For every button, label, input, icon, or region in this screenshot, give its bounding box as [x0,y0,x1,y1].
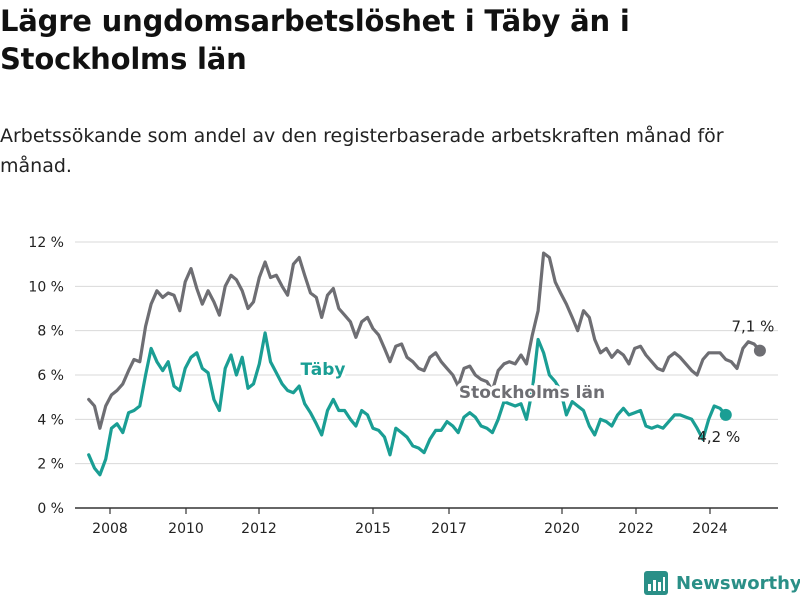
brand-name: Newsworthy [676,572,800,594]
series-line [87,251,762,430]
x-tick-label: 2017 [431,521,467,537]
series-label: Stockholms län [459,383,605,403]
x-tick-label: 2022 [618,521,654,537]
series-end-marker [753,344,766,357]
series-end-label: 4,2 % [697,428,740,446]
x-tick-label: 2024 [692,521,728,537]
newsworthy-brand[interactable]: Newsworthy [644,568,800,598]
series-end-label: 7,1 % [731,318,774,336]
x-tick-label: 2020 [544,521,580,537]
y-tick-label: 4 % [37,412,64,428]
y-tick-label: 10 % [28,279,64,295]
x-tick-label: 2015 [355,521,391,537]
y-tick-label: 12 % [28,235,64,251]
y-tick-label: 2 % [37,457,64,473]
chart-title: Lägre ungdomsarbetslöshet i Täby än i St… [0,4,630,76]
y-tick-label: 8 % [37,324,64,340]
series-end-marker [719,408,732,421]
x-tick-label: 2012 [241,521,277,537]
series-label-halo: Täby [301,360,346,380]
series-label: Täby [301,360,346,380]
series-label-halo: Stockholms län [459,383,605,403]
chart-subtitle: Arbetssökande som andel av den registerb… [0,125,724,177]
y-tick-label: 0 % [37,501,64,517]
series-line [87,331,728,477]
x-tick-label: 2010 [168,521,204,537]
x-tick-label: 2008 [92,521,128,537]
y-tick-label: 6 % [37,368,64,384]
bar-chart-logo-icon [644,571,668,595]
